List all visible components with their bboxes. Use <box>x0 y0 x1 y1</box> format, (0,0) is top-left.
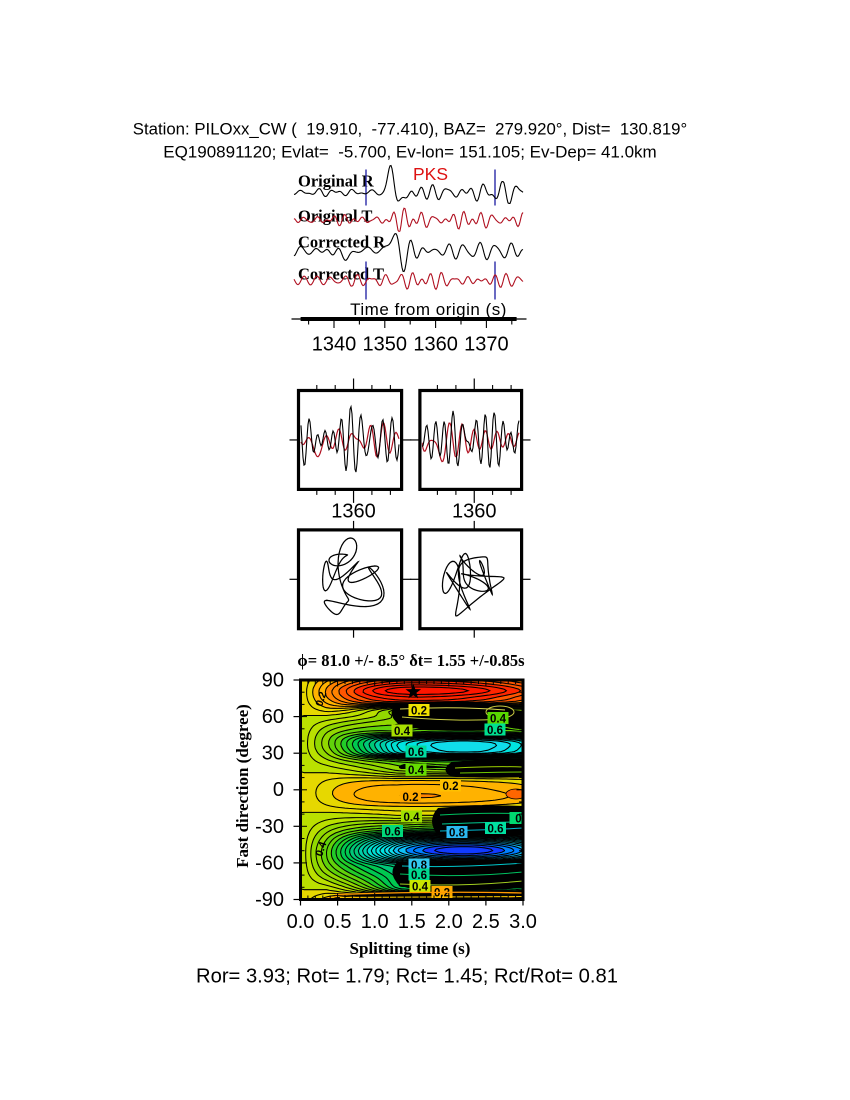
svg-text:Station: PILOxx_CW ( 19.910,: Station: PILOxx_CW ( 19.910, -77.410), B… <box>133 120 687 139</box>
svg-text:0.6: 0.6 <box>487 725 503 737</box>
svg-text:0.2: 0.2 <box>443 781 459 793</box>
svg-text:0.4: 0.4 <box>408 765 425 777</box>
svg-text:0: 0 <box>273 779 284 801</box>
svg-text:0.: 0. <box>515 814 525 826</box>
svg-text:Ror= 3.93; Rot= 1.79; Rct= 1.4: Ror= 3.93; Rot= 1.79; Rct= 1.45; Rct/Rot… <box>196 966 618 988</box>
svg-text:0.6: 0.6 <box>408 747 424 759</box>
svg-text:0.4: 0.4 <box>412 882 429 894</box>
svg-text:0.4: 0.4 <box>490 714 507 726</box>
svg-text:1360: 1360 <box>413 334 458 356</box>
svg-text:1.5: 1.5 <box>398 911 426 933</box>
svg-text:30: 30 <box>262 743 284 765</box>
svg-text:1360: 1360 <box>452 501 497 523</box>
svg-text:0.2: 0.2 <box>313 690 329 708</box>
svg-text:Splitting time (s): Splitting time (s) <box>350 939 471 958</box>
svg-text:2.5: 2.5 <box>472 911 500 933</box>
svg-text:2.0: 2.0 <box>435 911 463 933</box>
svg-text:Fast direction (degree): Fast direction (degree) <box>233 704 252 868</box>
svg-text:ϕ= 81.0 +/- 8.5° δt= 1.55 +/-0: ϕ= 81.0 +/- 8.5° δt= 1.55 +/-0.85s <box>297 651 525 670</box>
svg-text:Corrected T: Corrected T <box>298 265 384 284</box>
svg-text:1350: 1350 <box>363 334 408 356</box>
svg-text:0.8: 0.8 <box>449 828 466 840</box>
svg-text:0.6: 0.6 <box>411 870 427 882</box>
svg-text:1370: 1370 <box>464 334 509 356</box>
svg-text:0.4: 0.4 <box>313 840 329 858</box>
svg-text:1360: 1360 <box>331 501 376 523</box>
svg-text:Time from origin (s): Time from origin (s) <box>350 300 507 319</box>
svg-text:1.0: 1.0 <box>361 911 389 933</box>
svg-text:-30: -30 <box>255 816 284 838</box>
svg-text:60: 60 <box>262 706 284 728</box>
svg-text:EQ190891120; Evlat= -5.700, E: EQ190891120; Evlat= -5.700, Ev-lon= 151.… <box>163 143 656 162</box>
svg-text:0.6: 0.6 <box>385 827 401 839</box>
svg-text:0.4: 0.4 <box>394 726 411 738</box>
svg-text:Corrected R: Corrected R <box>298 233 386 252</box>
svg-text:90: 90 <box>262 670 284 692</box>
svg-text:1340: 1340 <box>312 334 357 356</box>
svg-text:0.5: 0.5 <box>324 911 352 933</box>
svg-text:0.0: 0.0 <box>287 911 315 933</box>
svg-text:0.6: 0.6 <box>488 824 504 836</box>
svg-text:-90: -90 <box>255 889 284 911</box>
svg-text:PKS: PKS <box>413 164 448 184</box>
svg-text:-60: -60 <box>255 852 284 874</box>
svg-text:0.4: 0.4 <box>404 812 421 824</box>
svg-text:0.2: 0.2 <box>403 792 419 804</box>
svg-text:Original R: Original R <box>298 172 375 191</box>
svg-text:0.2: 0.2 <box>411 706 427 718</box>
svg-text:0.2: 0.2 <box>434 888 450 900</box>
svg-text:3.0: 3.0 <box>509 911 537 933</box>
